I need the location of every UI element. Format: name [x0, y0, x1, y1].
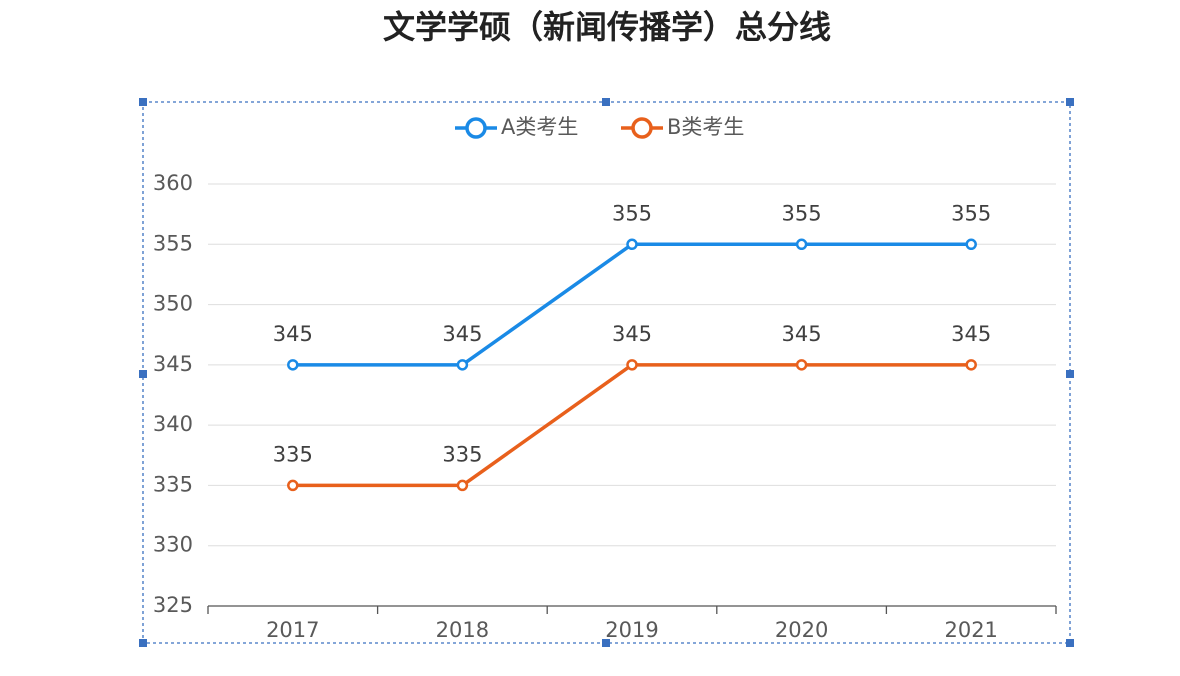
data-label: 335: [273, 442, 313, 466]
data-label: 335: [442, 442, 482, 466]
x-tick-label: 2017: [266, 618, 319, 642]
legend-marker: [465, 117, 487, 139]
x-tick-label: 2021: [944, 618, 997, 642]
selection-handles: [139, 98, 1074, 647]
data-label: 345: [273, 322, 313, 346]
data-point: [795, 359, 808, 371]
data-point: [287, 479, 299, 492]
data-point: [287, 359, 299, 371]
data-label: 355: [951, 201, 991, 225]
data-label: 345: [782, 322, 822, 346]
data-point: [626, 359, 638, 371]
legend-marker: [631, 117, 653, 139]
x-tick-label: 2020: [775, 618, 828, 642]
x-tick-label: 2019: [605, 618, 658, 642]
data-point: [456, 479, 469, 492]
y-tick-label: 325: [153, 593, 193, 617]
chart-title: 文学学硕（新闻传播学）总分线: [383, 8, 831, 46]
legend-label: A类考生: [501, 115, 578, 139]
data-point: [965, 238, 977, 251]
legend-label: B类考生: [667, 115, 744, 139]
data-label: 345: [951, 322, 991, 346]
y-tick-label: 335: [153, 472, 193, 496]
y-tick-label: 360: [153, 171, 193, 195]
data-label: 345: [612, 322, 652, 346]
y-tick-label: 340: [153, 412, 193, 436]
data-label: 355: [612, 201, 652, 225]
data-point: [626, 238, 638, 251]
y-tick-label: 355: [153, 231, 193, 255]
y-tick-label: 345: [153, 352, 193, 376]
y-tick-label: 330: [153, 533, 193, 557]
data-label: 345: [442, 322, 482, 346]
y-tick-label: 350: [153, 292, 193, 316]
data-label: 355: [782, 201, 822, 225]
selection-frame[interactable]: [139, 98, 1074, 647]
data-point: [965, 359, 977, 371]
data-point: [456, 359, 469, 371]
x-tick-label: 2018: [436, 618, 489, 642]
data-point: [795, 238, 808, 251]
